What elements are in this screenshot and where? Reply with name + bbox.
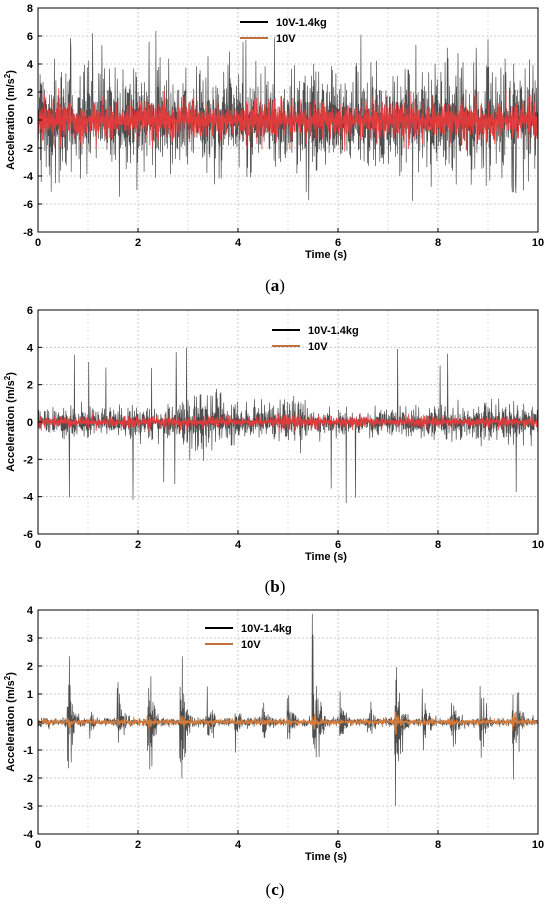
legend-label-10v-1-4kg: 10V-1.4kg: [308, 325, 359, 337]
caption-c: (c): [265, 880, 285, 899]
series-trace-10v: [38, 711, 538, 735]
y-tick-label: -3: [23, 801, 33, 813]
legend-label-10v: 10V: [276, 33, 296, 45]
x-tick-label: 10: [532, 539, 544, 551]
x-tick-label: 0: [35, 237, 41, 249]
y-tick-label: -2: [23, 454, 33, 466]
y-tick-label: -8: [23, 227, 33, 239]
legend-label-10v-1-4kg: 10V-1.4kg: [241, 623, 292, 635]
chart-c-svg: 0 2 4 6 8 10 -4 -3 -2 -1 0 1 2 3 4 Time (s) Acceleration…: [3, 605, 544, 863]
y-tick-label: 2: [27, 661, 33, 673]
x-axis-title: Time (s): [305, 551, 347, 563]
x-tick-label: 4: [235, 839, 242, 851]
y-tick-label: 6: [27, 305, 33, 317]
y-tick-label: -1: [23, 745, 33, 757]
x-tick-label: 6: [335, 539, 341, 551]
caption-a: (a): [265, 276, 285, 295]
y-tick-label: 2: [27, 380, 33, 392]
y-tick-label: 3: [27, 633, 33, 645]
y-tick-label: -4: [23, 829, 34, 841]
x-tick-label: 2: [135, 839, 141, 851]
y-tick-label: 0: [27, 417, 33, 429]
y-tick-label: 4: [27, 342, 34, 354]
y-tick-label: -4: [23, 171, 34, 183]
x-tick-label: 6: [335, 839, 341, 851]
chart-panel-a: 0 2 4 6 8 10 -8 -6 -4 -2 0 2 4 6 8 Time (s) Acceleration…: [0, 0, 550, 300]
y-axis-title: Acceleration (m/s2): [3, 672, 17, 772]
series-trace-10v: [38, 88, 538, 152]
y-tick-label: -6: [23, 199, 33, 211]
legend-label-10v: 10V: [308, 341, 328, 353]
legend-label-10v-1-4kg: 10V-1.4kg: [276, 17, 327, 29]
x-tick-label: 10: [532, 839, 544, 851]
y-tick-label: 1: [27, 689, 33, 701]
x-tick-label: 8: [435, 237, 441, 249]
x-axis-title: Time (s): [305, 851, 347, 863]
y-tick-label: 8: [27, 3, 33, 15]
y-tick-label: 4: [27, 59, 34, 71]
y-tick-label: 4: [27, 605, 34, 617]
x-tick-label: 8: [435, 539, 441, 551]
y-axis-title: Acceleration (m/s2): [3, 372, 17, 472]
series-trace-10v: [38, 412, 538, 433]
caption-b: (b): [264, 577, 286, 596]
x-tick-label: 8: [435, 839, 441, 851]
y-tick-label: -6: [23, 529, 33, 541]
legend-label-10v: 10V: [241, 639, 261, 651]
y-tick-label: -4: [23, 492, 34, 504]
x-tick-label: 0: [35, 539, 41, 551]
x-tick-label: 4: [235, 539, 242, 551]
y-tick-label: 6: [27, 31, 33, 43]
y-tick-label: 0: [27, 115, 33, 127]
y-axis-title: Acceleration (m/s2): [3, 70, 17, 170]
y-tick-label: 2: [27, 87, 33, 99]
x-tick-label: 6: [335, 237, 341, 249]
y-tick-label: 0: [27, 717, 33, 729]
x-tick-label: 4: [235, 237, 242, 249]
x-tick-label: 0: [35, 839, 41, 851]
chart-panel-b: 0 2 4 6 8 10 -6 -4 -2 0 2 4 6 Time (s) Acceleration (m…: [0, 300, 550, 600]
x-tick-label: 2: [135, 539, 141, 551]
x-tick-label: 2: [135, 237, 141, 249]
y-tick-label: -2: [23, 773, 33, 785]
chart-a-svg: 0 2 4 6 8 10 -8 -6 -4 -2 0 2 4 6 8 Time (s) Acceleration…: [3, 3, 544, 261]
y-tick-label: -2: [23, 143, 33, 155]
chart-panel-c: 0 2 4 6 8 10 -4 -3 -2 -1 0 1 2 3 4 Time (s) Acceleration…: [0, 600, 550, 905]
x-tick-label: 10: [532, 237, 544, 249]
x-axis-title: Time (s): [305, 249, 347, 261]
